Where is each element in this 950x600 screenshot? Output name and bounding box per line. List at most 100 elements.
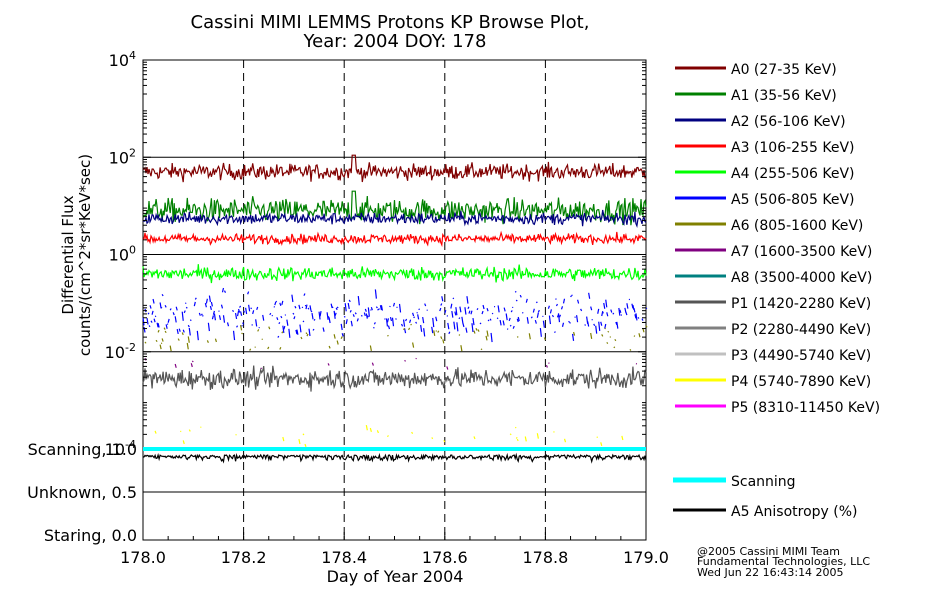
flux-y-ticks: 104 102 100 10-2 10-4: [105, 49, 646, 459]
flux-series-segment: [298, 438, 301, 445]
flux-series-segment: [545, 364, 548, 368]
flux-series-segment: [473, 330, 476, 334]
flux-series-segment: [178, 328, 181, 332]
flux-series-segment: [222, 315, 226, 323]
flux-series-segment: [142, 317, 145, 326]
flux-series-segment: [281, 300, 284, 306]
status-y-tick-label: Unknown, 0.5: [27, 483, 137, 502]
flux-series-segment: [375, 306, 378, 309]
flux-series-segment: [239, 311, 243, 316]
flux-series-segment: [400, 323, 404, 327]
flux-series-segment: [341, 333, 344, 337]
flux-series-segment: [374, 289, 377, 299]
flux-series-segment: [349, 310, 352, 313]
flux-series-segment: [389, 316, 393, 322]
flux-series-segment: [389, 305, 391, 308]
flux-y-tick-label: 10-2: [105, 341, 136, 362]
flux-series-segment: [441, 296, 444, 302]
flux-series-segment: [502, 320, 505, 326]
flux-series-segment: [165, 324, 168, 329]
flux-series-segment: [174, 316, 177, 323]
flux-series-segment: [435, 316, 438, 322]
flux-series-segment: [631, 303, 634, 309]
flux-series-segment: [398, 303, 402, 313]
flux-series-segment: [370, 306, 373, 311]
flux-series-segment: [379, 305, 383, 311]
flux-series-segment: [273, 306, 276, 308]
flux-series-segment: [186, 342, 189, 350]
flux-series-segment: [336, 306, 339, 309]
flux-series-segment: [223, 290, 227, 293]
credit-line2: Fundamental Technologies, LLC: [697, 555, 870, 568]
flux-series-segment: [251, 324, 253, 326]
flux-series-segment: [621, 435, 624, 441]
flux-series-segment: [153, 318, 156, 323]
flux-series-segment: [587, 321, 590, 327]
legend-item: A5 Anisotropy (%): [673, 504, 858, 520]
flux-series-segment: [250, 307, 253, 310]
flux-series-segment: [485, 335, 488, 341]
flux-series-segment: [645, 325, 648, 328]
legend-item: A1 (35-56 KeV): [675, 88, 837, 104]
flux-series-segment: [448, 331, 451, 335]
flux-series-segment: [638, 333, 641, 338]
flux-series-segment: [367, 307, 370, 317]
flux-series-segment: [385, 318, 389, 327]
flux-series-segment: [163, 327, 166, 330]
flux-series-segment: [458, 334, 461, 336]
flux-series-segment: [446, 366, 449, 370]
flux-series-line: [142, 365, 647, 392]
flux-series-segment: [641, 318, 644, 321]
legend-item: A5 (506-805 KeV): [675, 192, 854, 208]
flux-series-segment: [532, 308, 535, 313]
flux-series-segment: [274, 301, 277, 306]
flux-series-segment: [161, 293, 164, 297]
flux-series-segment: [634, 314, 637, 319]
flux-series-segment: [517, 316, 520, 322]
flux-series-segment: [605, 299, 608, 308]
flux-series-segment: [157, 329, 160, 333]
flux-series-segment: [410, 323, 412, 326]
flux-series-segment: [152, 298, 155, 304]
flux-series-segment: [606, 342, 609, 344]
flux-series-segment: [472, 317, 475, 326]
flux-series-segment: [281, 331, 284, 334]
flux-series-segment: [580, 308, 583, 312]
flux-series-segment: [161, 338, 164, 342]
flux-series-segment: [503, 307, 506, 312]
flux-series-segment: [442, 339, 445, 344]
flux-series-segment: [249, 348, 252, 351]
flux-series-segment: [618, 307, 621, 316]
flux-series-segment: [471, 323, 474, 333]
legend-item: P1 (1420-2280 KeV): [675, 296, 871, 312]
flux-series-line: [142, 190, 647, 226]
flux-series-segment: [280, 315, 283, 319]
flux-series-segment: [443, 439, 446, 443]
flux-series-segment: [214, 338, 218, 343]
flux-series-segment: [318, 311, 321, 320]
flux-series-segment: [299, 324, 302, 333]
flux-series-segment: [286, 319, 289, 326]
flux-series-segment: [242, 322, 245, 325]
flux-series-segment: [241, 332, 244, 335]
flux-y-tick-label: 100: [109, 244, 136, 265]
flux-series-segment: [291, 294, 294, 303]
flux-series-segment: [278, 322, 281, 325]
flux-series-segment: [144, 341, 147, 344]
flux-series-segment: [352, 314, 355, 317]
flux-series-segment: [487, 319, 490, 322]
flux-series-segment: [255, 319, 258, 327]
flux-series-segment: [335, 307, 338, 311]
credit-line1: @2005 Cassini MIMI Team: [697, 545, 840, 558]
flux-series-segment: [572, 331, 576, 336]
flux-series-segment: [412, 312, 415, 317]
flux-series-segment: [386, 435, 389, 438]
flux-series-segment: [213, 313, 217, 321]
flux-series-segment: [156, 322, 159, 328]
flux-series-segment: [200, 313, 203, 316]
flux-series-segment: [343, 315, 346, 318]
legend-item: A4 (255-506 KeV): [675, 166, 854, 182]
flux-series-segment: [596, 436, 599, 438]
flux-series-segment: [555, 298, 557, 300]
flux-series-segment: [642, 328, 645, 333]
